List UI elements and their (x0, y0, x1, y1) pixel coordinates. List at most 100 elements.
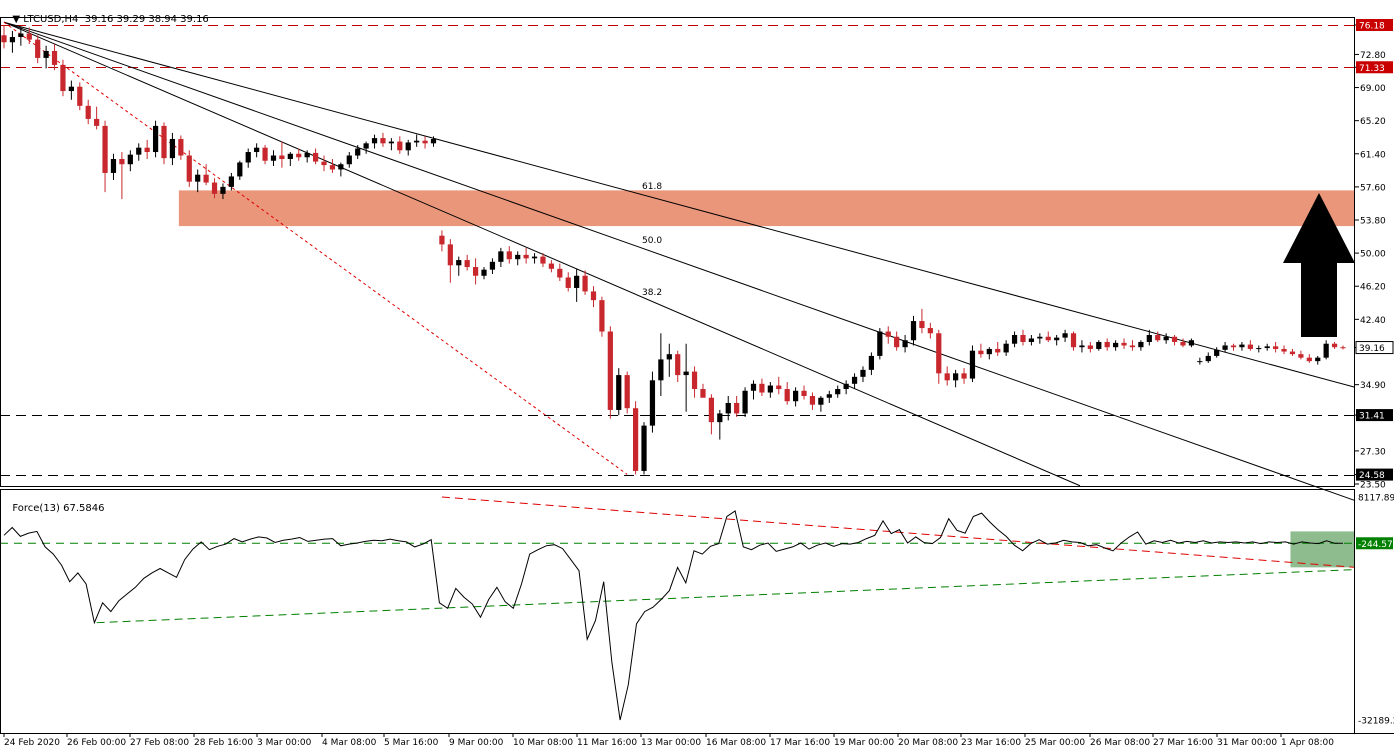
price-label-box (1355, 341, 1394, 355)
indicator-label: Force(13) 67.5846 (12, 503, 105, 514)
candle-body (262, 147, 268, 161)
candle-body (523, 254, 529, 259)
fib-fan-label-38.2: 38.2 (642, 288, 662, 298)
time-tick-label: 16 Mar 08:00 (706, 738, 766, 748)
candle-body (1037, 336, 1043, 339)
candle-body (346, 155, 352, 165)
candle-body (329, 165, 336, 170)
candle-body (1020, 335, 1026, 342)
candle-body (910, 321, 917, 341)
candle-body (826, 394, 832, 398)
candle-body (1138, 341, 1144, 348)
candle-body (321, 161, 327, 166)
time-tick-label: 31 Mar 00:00 (1217, 738, 1277, 748)
candle-body (456, 260, 462, 266)
candle-body (700, 389, 706, 398)
price-label-76.18: 76.18 (1356, 19, 1393, 32)
candle-body (818, 397, 824, 405)
candle-body (388, 141, 394, 144)
candle-body (1289, 351, 1296, 355)
candle-body (1197, 361, 1203, 363)
time-tick-label: 25 Mar 00:00 (1025, 738, 1085, 748)
time-tick-label: 13 Mar 00:00 (641, 738, 701, 748)
price-label-box (1356, 468, 1393, 481)
candle-body (430, 138, 437, 144)
candle-body (792, 390, 799, 402)
candle-body (1045, 336, 1051, 341)
time-tick-label: 17 Mar 16:00 (770, 738, 830, 748)
candle-body (1155, 335, 1161, 341)
candle-body (624, 375, 630, 409)
candle-body (1230, 345, 1237, 348)
collapse-triangle-icon[interactable]: ▼ (12, 14, 21, 25)
candle-body (1146, 335, 1152, 342)
price-label-39.16: 39.16 (1355, 341, 1394, 355)
candle-body (894, 336, 900, 348)
candle-body (868, 355, 875, 370)
candle-body (776, 385, 782, 390)
candle-body (784, 389, 790, 402)
candle-body (1079, 345, 1085, 348)
candle-body (936, 333, 942, 374)
candle-body (355, 148, 361, 156)
candle-body (582, 275, 588, 292)
candle-body (287, 153, 293, 160)
candle-body (548, 263, 555, 269)
price-tick-label: 57.60 (1360, 183, 1386, 193)
candle-body (279, 155, 285, 160)
candle-body (742, 390, 748, 414)
time-tick-label: 26 Mar 08:00 (1090, 738, 1150, 748)
candle-body (1104, 341, 1110, 348)
symbol-label: LTCUSD,H4 (23, 14, 79, 25)
candle-body (691, 371, 698, 390)
price-panel: 61.8 50.0 38.2 76.18 72.80 71.33 69.00 65.20 61.… (0, 19, 1394, 502)
price-label-text: 71.33 (1359, 64, 1385, 74)
price-tick-label: 69.00 (1360, 84, 1386, 94)
time-tick-label: 3 Mar 00:00 (257, 738, 312, 748)
price-label-box (1356, 409, 1393, 422)
candle-body (51, 50, 58, 65)
candle-body (835, 389, 841, 395)
time-tick-label: 24 Feb 2020 (4, 738, 60, 748)
candle-body (641, 425, 647, 471)
candle-body (338, 164, 344, 170)
candle-body (1331, 343, 1338, 348)
candle-body (607, 331, 613, 410)
candle-body (1298, 354, 1304, 358)
price-label-box (1356, 61, 1393, 74)
candle-body (1214, 349, 1220, 356)
indicator-zone (1290, 531, 1355, 568)
candle-body (60, 64, 66, 92)
candle-body (927, 328, 933, 334)
candle-body (85, 105, 91, 119)
candle-body (119, 159, 125, 165)
candle-body (220, 186, 226, 194)
candle-body (1171, 336, 1178, 342)
price-panel-border (0, 17, 1355, 487)
candle-body (531, 256, 538, 259)
price-tick-label: 65.20 (1360, 117, 1386, 127)
force-label-box (1356, 537, 1393, 550)
candle-body (675, 354, 681, 376)
candle-body (851, 376, 858, 384)
candle-body (211, 182, 218, 194)
time-tick-label: 1 Apr 08:00 (1281, 738, 1334, 748)
candle-body (649, 380, 656, 426)
price-label-text: 76.18 (1359, 22, 1385, 32)
candle-body (986, 348, 992, 355)
candle-body (750, 383, 757, 391)
candle-body (1273, 346, 1279, 349)
candle-body (1129, 345, 1136, 348)
candle-body (35, 39, 41, 58)
candle-body (371, 138, 378, 144)
candle-body (961, 373, 967, 379)
candle-body (186, 155, 192, 182)
ohlc-values: 39.16 39.29 38.94 39.16 (84, 14, 209, 25)
candle-body (574, 275, 580, 288)
candle-body (759, 383, 765, 393)
price-tick-label: 23.50 (1360, 481, 1386, 491)
price-tick-label: 53.80 (1360, 216, 1386, 226)
candle-body (658, 359, 664, 381)
candle-body (683, 371, 689, 376)
